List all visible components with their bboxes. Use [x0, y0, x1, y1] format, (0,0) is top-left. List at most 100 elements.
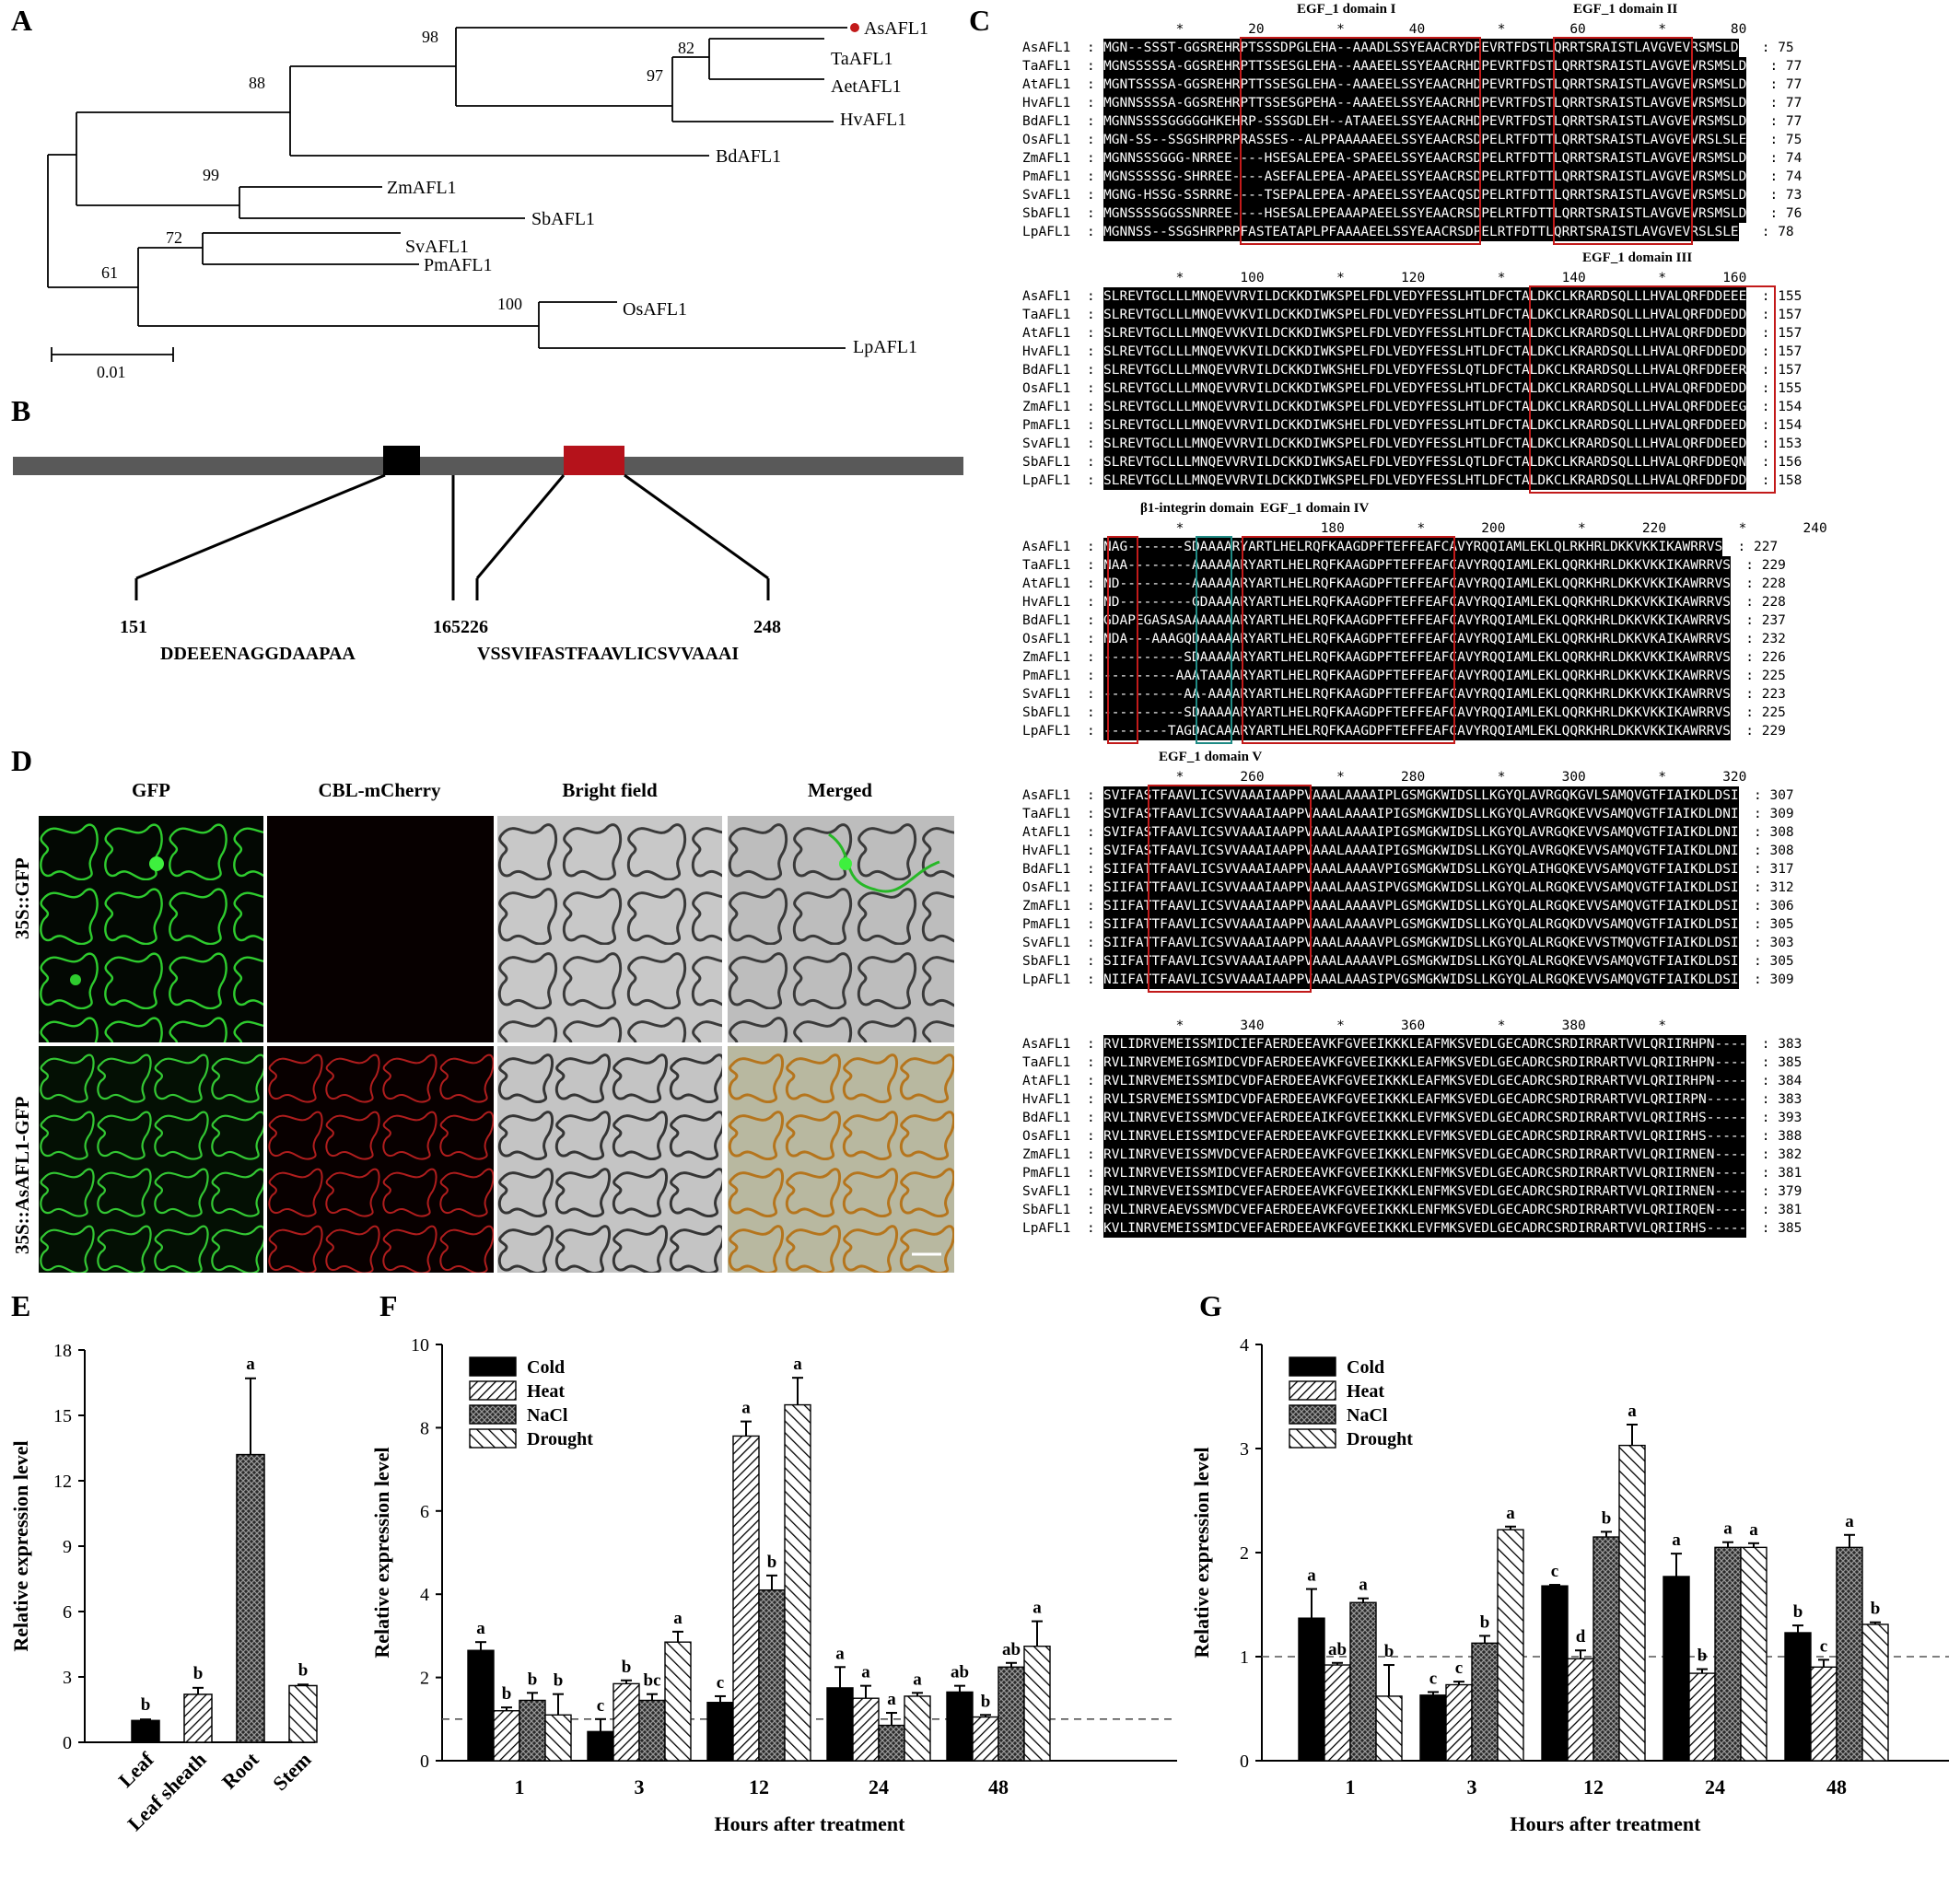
alignment-row: LpAFL1: --------TAGDACAAARYARTLHELRQFKAAG… — [1022, 722, 1827, 740]
sequence-end-position: : 383 — [1761, 1037, 1802, 1052]
separator: : — [1087, 59, 1095, 74]
sequence-name: TaAFL1 — [1022, 807, 1071, 821]
legend-label: Heat — [527, 1381, 565, 1402]
sequence-end-position: : 303 — [1754, 936, 1794, 950]
separator: : — [1087, 558, 1095, 573]
separator: : — [1087, 1055, 1095, 1070]
panel-label-f: F — [379, 1289, 398, 1322]
sequence-end-position: : 229 — [1745, 558, 1786, 573]
alignment-row: BdAFL1: RVLINRVEVEISSMVDCVEFAERDEEAIKFGVE… — [1022, 1109, 1802, 1127]
legend-swatch — [1289, 1428, 1336, 1449]
sequence-end-position: : 306 — [1754, 899, 1794, 914]
significance-letter: b — [141, 1695, 151, 1715]
x-tick-label: 24 — [1705, 1775, 1725, 1798]
sequence-end-position: : 232 — [1745, 632, 1786, 646]
significance-letter: b — [767, 1553, 777, 1572]
separator: : — [1087, 188, 1095, 203]
significance-letter: b — [554, 1671, 564, 1691]
y-tick-label: 1 — [1240, 1647, 1249, 1668]
sequence-residues: RVLISRVEMEISSMIDCVDFAERDEEAVKFGVEEIKKKLE… — [1103, 1090, 1747, 1109]
taxon-label: TaAFL1 — [831, 49, 892, 69]
sequence-name: PmAFL1 — [1022, 669, 1071, 683]
domain-title: β1-integrin domain — [1140, 501, 1254, 516]
separator: : — [1087, 400, 1095, 414]
sequence-name: LpAFL1 — [1022, 972, 1071, 987]
sequence-residues: MGN--SSST-GGSREHRPTSSSDPGLEHA--AAADLSSYE… — [1103, 39, 1739, 57]
legend-swatch — [469, 1356, 517, 1377]
sequence-residues: RVLINRVEVEISSMIDCVEFAERDEEAVKFGVEEIKKKLE… — [1103, 1164, 1747, 1182]
separator: : — [1087, 1147, 1095, 1162]
y-tick-label: 6 — [63, 1602, 72, 1623]
y-tick-label: 12 — [53, 1472, 72, 1492]
separator: : — [1087, 363, 1095, 378]
separator: : — [1087, 650, 1095, 665]
sequence-end-position: : 226 — [1745, 650, 1786, 665]
bar — [998, 1666, 1025, 1762]
sequence-residues: SLREVTGCLLLMNQEVVRVILDCKKDIWKSPELFDLVEDY… — [1103, 398, 1747, 416]
bar — [131, 1719, 160, 1743]
sequence-end-position: : 74 — [1769, 151, 1802, 166]
significance-letter: b — [502, 1684, 512, 1704]
micrograph-merged-control — [728, 816, 954, 1042]
panel-label-b: B — [11, 394, 31, 427]
significance-letter: a — [741, 1399, 751, 1418]
separator: : — [1087, 344, 1095, 359]
sequence-residues: NAG-------SDAAAARYARTLHELRQFKAAGDPFTEFFE… — [1103, 538, 1723, 556]
bootstrap-value: 88 — [249, 74, 265, 92]
y-axis-title: Relative expression level — [370, 1447, 393, 1658]
bar — [1784, 1632, 1812, 1762]
micrograph-gfp-control — [39, 816, 263, 1042]
significance-letter: a — [673, 1609, 682, 1628]
sequence-residues: MGNNSS--SSGSHRPRPFASTEATAPLPFAAAAEELSSYE… — [1103, 223, 1739, 241]
sequence-end-position: : 154 — [1761, 400, 1802, 414]
significance-letter: a — [1032, 1599, 1042, 1618]
alignment-row: TaAFL1: NAA--------AAAAAARYARTLHELRQFKAAG… — [1022, 556, 1827, 575]
sequence-name: OsAFL1 — [1022, 133, 1071, 147]
sequence-end-position: : 156 — [1761, 455, 1802, 470]
sequence-name: HvAFL1 — [1022, 344, 1071, 359]
alignment-row: LpAFL1: SLREVTGCLLLMNQEVVRVILDCKKDIWKSPEL… — [1022, 471, 1802, 490]
taxon-label: AetAFL1 — [831, 76, 902, 97]
sequence-name: ZmAFL1 — [1022, 650, 1071, 665]
significance-letter: c — [597, 1696, 604, 1716]
alignment-block: EGF_1 domain I EGF_1 domain II * 20 * 40 … — [1022, 2, 1802, 245]
legend-label: Drought — [1347, 1429, 1413, 1449]
alignment-row: AtAFL1: MGNTSSSSA-GGSREHRPTTSSESGLEHA--AA… — [1022, 76, 1802, 94]
sequence-name: AtAFL1 — [1022, 326, 1071, 341]
sequence-name: ZmAFL1 — [1022, 899, 1071, 914]
taxon-label: OsAFL1 — [623, 299, 687, 320]
sequence-end-position: : 381 — [1761, 1203, 1802, 1217]
significance-letter: a — [1359, 1576, 1368, 1595]
bootstrap-value: 82 — [678, 39, 694, 57]
significance-letter: a — [861, 1663, 870, 1682]
significance-letter: ab — [951, 1663, 969, 1682]
sequence-end-position: : 383 — [1761, 1092, 1802, 1107]
column-header-gfp: GFP — [132, 779, 170, 801]
row-label-fusion: 35S::AsAFL1-GFP — [11, 1096, 33, 1255]
panel-label-a: A — [11, 4, 33, 37]
sequence-residues: RVLIDRVEMEISSMIDCIEFAERDEEAVKFGVEEIKKKLE… — [1103, 1035, 1747, 1053]
protein-domain-map: 151 165 DDEEENAGGDAAPAA 226 248 VSSVIFAS… — [13, 446, 963, 664]
taxon-label: HvAFL1 — [840, 110, 906, 130]
significance-letter: ab — [1328, 1640, 1347, 1659]
sequence-end-position: : 155 — [1761, 289, 1802, 304]
x-tick-label: Root — [217, 1747, 263, 1793]
bar — [664, 1641, 692, 1762]
sequence-residues: MGNG-HSSG-SSRRRE----TSEPALEPEA-APAEELSSY… — [1103, 186, 1747, 204]
bar — [1023, 1646, 1051, 1762]
separator: : — [1087, 936, 1095, 950]
alignment-row: PmAFL1: ---------AAATAAAARYARTLHELRQFKAAG… — [1022, 667, 1827, 685]
sequence-residues: SLREVTGCLLLMNQEVVRVILDCKKDIWKSAELFDLVEDY… — [1103, 453, 1747, 471]
sequence-residues: SLREVTGCLLLMNQEVVRVILDCKKDIWKSPELFDLVEDY… — [1103, 435, 1747, 453]
sequence-residues: SLREVTGCLLLMNQEVVRVILDCKKDIWKSHELFDLVEDY… — [1103, 361, 1747, 379]
sequence-residues: MGNTSSSSA-GGSREHRPTTSSESGLEHA--AAAEELSSY… — [1103, 76, 1747, 94]
alignment-row: SvAFL1: MGNG-HSSG-SSRRRE----TSEPALEPEA-AP… — [1022, 186, 1802, 204]
alignment-row: SbAFL1: ----------SDAAAAARYARTLHELRQFKAAG… — [1022, 704, 1827, 722]
micrograph-mcherry-control — [267, 816, 494, 1042]
bar-chart-tissue-expression: 0 3 6 9 12 15 18 Relative expression level b Leaf… — [9, 1341, 318, 1835]
sequence-end-position: : 73 — [1769, 188, 1802, 203]
bar — [1567, 1658, 1594, 1762]
column-header-merged: Merged — [808, 779, 872, 801]
sequence-residues: SIIFATTFAAVLICSVVAAAIAAPPVAAALAAAAVPIGSM… — [1103, 860, 1739, 879]
sequence-end-position: : 75 — [1769, 133, 1802, 147]
